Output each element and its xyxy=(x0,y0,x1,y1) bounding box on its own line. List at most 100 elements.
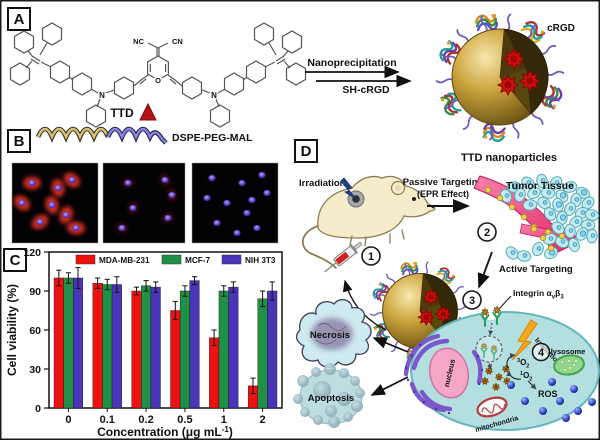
legend-swatch-MDA-MB-231 xyxy=(75,254,96,265)
triplet-oxygen-label: 3O2 xyxy=(517,358,529,370)
arrow-to-apoptosis xyxy=(370,376,409,396)
mouse-tail xyxy=(302,225,337,269)
ros-label: ROS xyxy=(538,389,558,399)
svg-text:4: 4 xyxy=(538,347,545,359)
bar-MCF-7-0 xyxy=(63,277,74,409)
irradiation-bolt-icon xyxy=(511,319,538,361)
x-tick-label: 0 xyxy=(65,414,71,426)
syringe-icon xyxy=(324,241,363,273)
svg-text:3: 3 xyxy=(469,295,475,307)
panel-a: A NC CN O N N TTD Nan xyxy=(7,7,575,164)
legend-label-NIH 3T3: NIH 3T3 xyxy=(245,256,276,265)
dspe-peg-mal-coil xyxy=(35,126,168,145)
bar-MCF-7-0.1 xyxy=(102,284,113,409)
x-tick-label: 0.1 xyxy=(100,414,115,426)
lysosome-organelle: lysosome xyxy=(551,347,586,376)
nitrogen-left-label: N xyxy=(99,91,105,100)
crgd-ribbon-cluster xyxy=(474,14,499,32)
o2-cycle-arrow-down xyxy=(506,370,522,380)
ttd-chemical-structure xyxy=(9,22,307,128)
step-3-badge: 3 xyxy=(462,290,482,310)
integrin-receptor-icon xyxy=(480,307,490,327)
released-nanoparticles xyxy=(480,364,512,391)
integrin-pointer-line xyxy=(498,295,512,310)
active-targeting-label: Active Targeting xyxy=(499,264,573,275)
legend-swatch-NIH 3T3 xyxy=(221,254,242,265)
legend-label-MCF-7: MCF-7 xyxy=(185,256,210,265)
laser-bolt-icon xyxy=(340,177,357,200)
y-tick-label: 120 xyxy=(23,247,41,259)
panel-d-label-box: D xyxy=(294,139,318,163)
ttd-nanoparticles-caption: TTD nanoparticles xyxy=(461,152,557,164)
y-tick-label: 60 xyxy=(29,325,41,337)
crgd-ribbon-cluster xyxy=(436,267,456,285)
x-tick-label: 1 xyxy=(221,414,227,426)
arrow-to-necrosis xyxy=(372,337,409,353)
x-tick-label: 0.2 xyxy=(138,414,153,426)
legend-swatch-MCF-7 xyxy=(161,254,182,265)
panel-b: B DSPE-PEG-MAL xyxy=(7,126,279,244)
nucleus-organelle: nucleus xyxy=(403,333,484,415)
panel-d-label: D xyxy=(301,143,312,160)
dspe-peg-mal-label: DSPE-PEG-MAL xyxy=(172,132,253,144)
panel-a-label-box: A xyxy=(7,7,31,31)
irradiation-label: Irradiation xyxy=(299,178,346,189)
integrin-label: Integrin αvβ3 xyxy=(513,288,564,301)
mouse-illustration xyxy=(302,175,436,269)
bar-NIH 3T3-2 xyxy=(267,290,278,409)
integrin-receptor-icon xyxy=(480,342,488,359)
lysosome-label: lysosome xyxy=(551,347,586,356)
peg-chain xyxy=(435,78,455,84)
chart-plot-frame xyxy=(48,251,283,409)
tumor-tissue-illustration xyxy=(473,173,600,262)
tumor-tissue-label: Tumor Tissue xyxy=(506,180,574,192)
panel-c-label: C xyxy=(10,252,21,269)
ttd-molecule-label: TTD xyxy=(110,106,134,120)
step-1-badge: 1 xyxy=(361,246,381,266)
bar-NIH 3T3-0 xyxy=(73,277,84,409)
cell-viability-chart: 0 30 60 90 120 0 0.1 0.2 0.5 1 2 MDA-MB-231 MCF-7 NIH… xyxy=(23,247,283,426)
panel-c-label-box: C xyxy=(3,248,27,272)
crgd-ribbon-cluster xyxy=(440,92,462,116)
bar-MDA-MB-231-0.1 xyxy=(92,283,103,409)
panel-b-label: B xyxy=(14,133,25,150)
bar-MCF-7-1 xyxy=(218,290,229,409)
nanoprecipitation-label: Nanoprecipitation xyxy=(307,57,396,69)
bar-MCF-7-2 xyxy=(257,298,268,409)
bar-MCF-7-0.2 xyxy=(141,285,152,409)
y-tick-label: 30 xyxy=(29,364,41,376)
crgd-ribbon-cluster xyxy=(520,21,546,44)
apoptosis-cell-illustration: Apoptosis xyxy=(293,363,365,428)
integrin-receptor-icon xyxy=(490,344,498,361)
chart-y-axis-title: Cell viability (%) xyxy=(5,284,19,376)
crgd-label: cRGD xyxy=(547,23,575,34)
bar-MCF-7-0.5 xyxy=(179,290,190,409)
bar-MDA-MB-231-0.5 xyxy=(170,310,181,409)
panel-d: D Irradiation 1 xyxy=(293,139,600,434)
panel-b-label-box: B xyxy=(7,129,31,153)
peg-chain xyxy=(545,70,565,76)
panel-c: C 0 30 60 90 120 0 0.1 0.2 0.5 1 2 MDA-MB-231 MCF-7 N… xyxy=(3,247,283,439)
ttd-nanoparticle-illustration xyxy=(435,13,565,143)
endosome xyxy=(475,335,503,363)
y-tick-label: 90 xyxy=(29,286,41,298)
panel-a-label: A xyxy=(14,11,25,28)
crgd-ribbon-cluster xyxy=(482,122,506,143)
passive-targeting-label: Passive Targeting xyxy=(403,177,484,188)
crgd-ribbon-cluster xyxy=(400,261,419,276)
bar-NIH 3T3-1 xyxy=(228,286,239,409)
bar-MDA-MB-231-0.2 xyxy=(131,290,142,409)
svg-text:2: 2 xyxy=(484,227,490,239)
oxygen-label: O xyxy=(155,76,161,85)
svg-text:1: 1 xyxy=(368,251,374,263)
bar-NIH 3T3-0.5 xyxy=(189,280,200,409)
bar-MDA-MB-231-1 xyxy=(209,337,220,409)
nitrile-right-label: CN xyxy=(172,37,183,46)
singlet-oxygen-label: 1O2 xyxy=(520,371,532,383)
step-2-badge: 2 xyxy=(477,222,497,242)
microscopy-image-3 xyxy=(191,162,279,244)
sh-crgd-label: SH-cRGD xyxy=(342,84,390,96)
